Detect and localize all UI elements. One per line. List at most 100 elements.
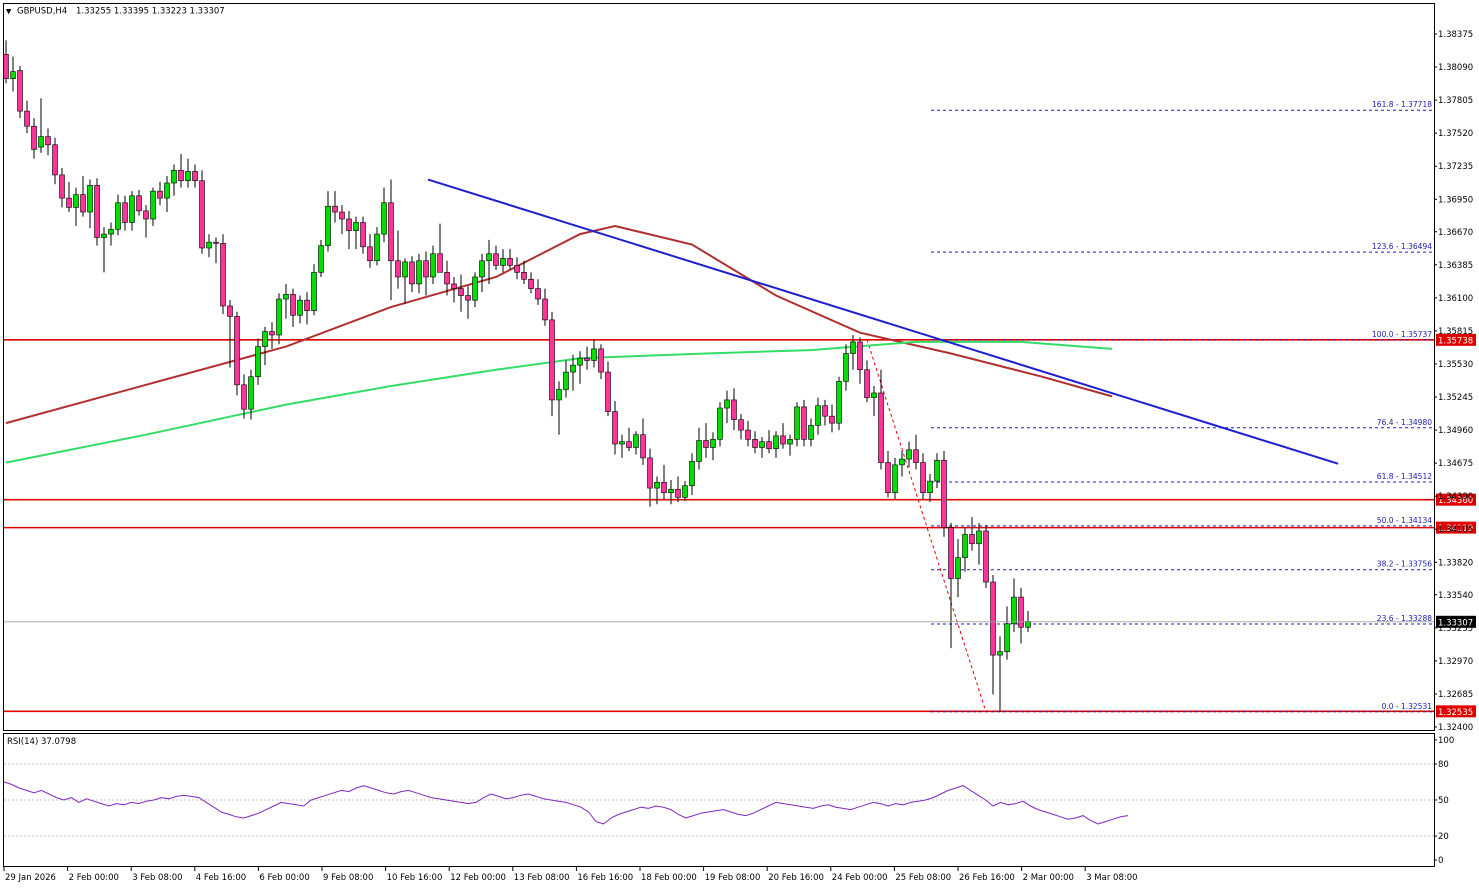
candle: [17, 65, 23, 119]
candle-body: [234, 316, 240, 386]
candle: [108, 222, 114, 246]
price-axis-label: 1.33540: [1438, 591, 1473, 601]
candle-body: [906, 449, 912, 460]
candle-body: [787, 439, 793, 445]
bearish-trendline[interactable]: [427, 178, 1339, 465]
fib-level-label: 76.4 - 1.34980: [1377, 418, 1432, 427]
price-tag-bg: [1436, 521, 1476, 534]
price-axis-label: 1.37520: [1438, 129, 1473, 139]
candle: [346, 210, 352, 250]
candle-body: [584, 357, 590, 361]
candle-body: [815, 405, 821, 426]
candle-body: [73, 194, 79, 208]
candle-body: [353, 222, 359, 231]
candle: [94, 178, 100, 246]
candle-body: [668, 488, 674, 494]
candle: [143, 205, 149, 238]
candle: [381, 187, 387, 243]
candle: [605, 361, 611, 417]
candle: [479, 253, 485, 293]
candle: [745, 420, 751, 447]
candle-body: [871, 392, 877, 398]
candle: [843, 344, 849, 391]
candle-body: [80, 194, 86, 213]
candle: [997, 636, 1003, 712]
candle-body: [689, 461, 695, 487]
candle-body: [948, 527, 954, 579]
candle-body: [920, 462, 926, 494]
price-axis-label: 1.36950: [1438, 195, 1473, 205]
candle: [913, 434, 919, 470]
horizontal-line-price-tag: 1.34360: [1438, 496, 1473, 506]
candle: [486, 239, 492, 284]
candle-body: [962, 534, 968, 558]
candle: [339, 205, 345, 235]
candle: [983, 525, 989, 588]
candle-body: [486, 253, 492, 262]
candle: [24, 100, 30, 134]
candle-body: [304, 299, 310, 311]
candle-body: [437, 253, 443, 273]
candle: [696, 427, 702, 470]
candle-body: [850, 341, 856, 354]
candle-body: [703, 440, 709, 448]
candle: [822, 399, 828, 426]
candle-body: [122, 202, 128, 223]
candle: [73, 187, 79, 226]
candle: [45, 128, 51, 156]
candle-body: [808, 425, 814, 440]
time-axis-label: 16 Feb 16:00: [577, 873, 633, 883]
candle: [31, 118, 37, 159]
candle-body: [829, 415, 835, 424]
horizontal-line-price-tag: 1.35738: [1438, 336, 1473, 346]
rsi-axis-label: 100: [1438, 736, 1454, 746]
candle: [598, 344, 604, 380]
candle-body: [101, 233, 107, 238]
candle: [787, 434, 793, 456]
candle-body: [542, 298, 548, 321]
price-axis-label: 1.38375: [1438, 30, 1473, 40]
candle: [647, 448, 653, 507]
candle-body: [255, 346, 261, 378]
candle: [619, 434, 625, 458]
candle-body: [605, 371, 611, 412]
price-axis-label: 1.33255: [1438, 624, 1473, 634]
candle-body: [24, 110, 30, 127]
candle-body: [129, 195, 135, 223]
candle-body: [346, 218, 352, 231]
candle: [612, 401, 618, 455]
candle: [178, 154, 184, 188]
price-axis-label: 1.33820: [1438, 558, 1473, 568]
candle: [899, 450, 905, 477]
candle: [871, 386, 877, 417]
fib-level-label: 61.8 - 1.34512: [1377, 472, 1432, 481]
candle: [437, 223, 443, 273]
candle: [423, 251, 429, 296]
candle: [829, 404, 835, 433]
candle: [941, 450, 947, 537]
candle: [962, 527, 968, 572]
rsi-layer: 100 80 50 20 0: [3, 736, 1454, 866]
time-axis-label: 29 Jan 2026: [5, 873, 56, 883]
candle: [507, 249, 513, 269]
candle-body: [31, 125, 37, 150]
price-axis-label: 1.34675: [1438, 459, 1473, 469]
candle-body: [290, 294, 296, 316]
menu-dropdown-icon[interactable]: ▼: [6, 8, 12, 16]
candle-body: [717, 407, 723, 440]
candle: [528, 272, 534, 294]
candle-body: [220, 243, 226, 307]
candle-body: [675, 488, 681, 498]
candle: [717, 402, 723, 447]
candle-body: [570, 364, 576, 373]
candle-body: [10, 71, 16, 79]
time-axis-label: 18 Feb 00:00: [641, 873, 697, 883]
price-axis-label: 1.32685: [1438, 690, 1473, 700]
candle-body: [213, 241, 219, 244]
candle-body: [451, 283, 457, 289]
candle-body: [59, 174, 65, 199]
candle-body: [745, 429, 751, 440]
candle-body: [276, 298, 282, 336]
price-axis-label: 1.38090: [1438, 63, 1473, 73]
candle-body: [94, 185, 100, 238]
